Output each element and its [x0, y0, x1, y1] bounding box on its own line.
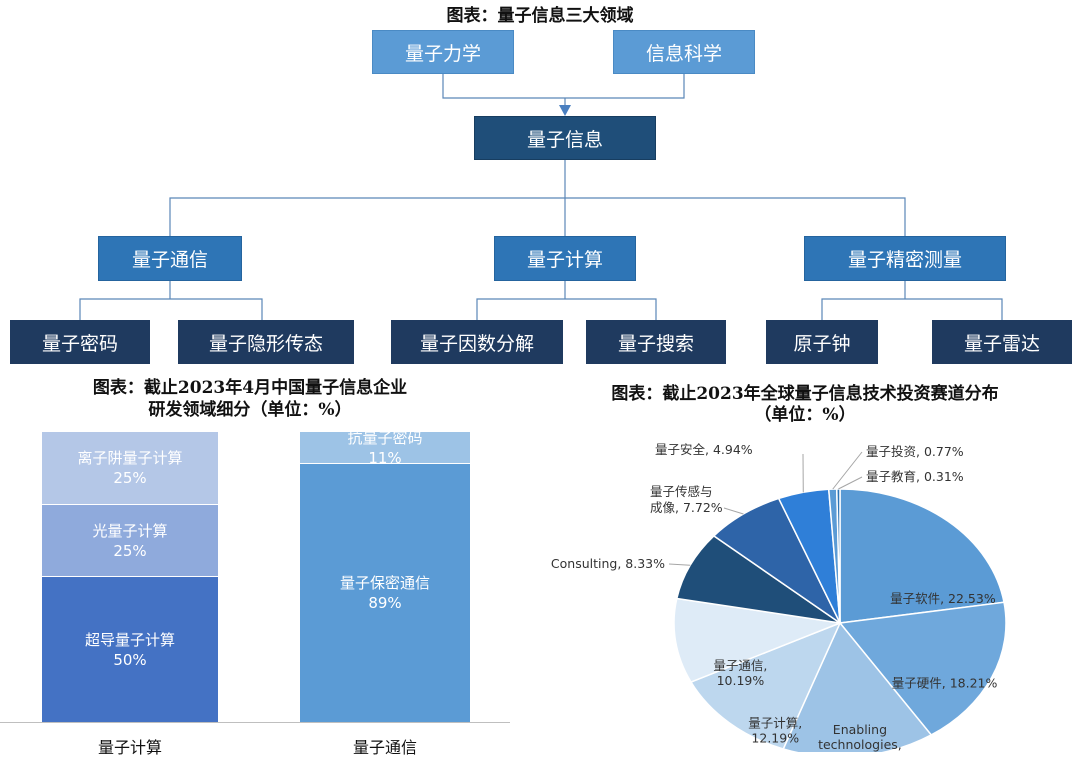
pie-slice-label: 量子软件, 22.53% [890, 591, 996, 606]
bar-segment-name: 抗量子密码 [300, 428, 470, 448]
diagram-leaf-quantum-cryptography: 量子密码 [10, 320, 150, 364]
bar-x-axis [0, 722, 510, 723]
diagram-connectors [0, 0, 1080, 370]
diagram-field-metrology: 量子精密测量 [804, 236, 1006, 281]
pie-chart-title-line-2: （单位：%） [540, 405, 1070, 426]
bar-segment-value: 25% [42, 541, 218, 561]
bar-segment-value: 89% [300, 593, 470, 613]
bar-segment-value: 25% [42, 468, 218, 488]
diagram-leaf-quantum-radar: 量子雷达 [932, 320, 1072, 364]
pie-slice-label: 量子传感与成像, 7.72% [650, 484, 723, 515]
diagram-leaf-atomic-clock: 原子钟 [766, 320, 878, 364]
diagram-center-quantum-information: 量子信息 [474, 116, 656, 160]
diagram-field-communication: 量子通信 [98, 236, 242, 281]
diagram-source-information-science: 信息科学 [613, 30, 755, 74]
bar-segment [300, 464, 470, 722]
bar-segment [42, 432, 218, 505]
pie-leader-line [669, 564, 690, 565]
diagram-leaf-quantum-search: 量子搜索 [586, 320, 726, 364]
bar-segment-name: 光量子计算 [42, 521, 218, 541]
bar-segment-value: 11% [300, 448, 470, 468]
bar-segment-name: 超导量子计算 [42, 630, 218, 650]
diagram-leaf-quantum-teleportation: 量子隐形传态 [178, 320, 354, 364]
bar-segment [300, 432, 470, 464]
pie-leader-line [838, 477, 862, 489]
pie-chart-title-line-1: 图表：截止2023年全球量子信息技术投资赛道分布 [540, 384, 1070, 405]
bar-segment [42, 505, 218, 578]
pie-leader-line [724, 508, 743, 514]
diagram-leaf-quantum-factoring: 量子因数分解 [391, 320, 563, 364]
pie-slice-label: 量子计算,12.19% [748, 716, 802, 746]
pie-slice-label: 量子安全, 4.94% [655, 442, 753, 457]
bar-chart-title-line-1: 图表：截止2023年4月中国量子信息企业 [20, 378, 480, 399]
bar-category-label: 量子计算 [42, 734, 218, 758]
diagram-source-quantum-mechanics: 量子力学 [372, 30, 514, 74]
bar-segment-name: 离子阱量子计算 [42, 448, 218, 468]
bar-segment-name: 量子保密通信 [300, 573, 470, 593]
pie-leader-line [833, 452, 862, 489]
bar-segment [42, 577, 218, 722]
pie-slice-label: Consulting, 8.33% [551, 556, 665, 571]
diagram-field-computing: 量子计算 [494, 236, 636, 281]
bar-category-label: 量子通信 [300, 734, 470, 758]
bar-chart-title-line-2: 研发领域细分（单位：%） [20, 400, 480, 421]
bar-segment-value: 50% [42, 650, 218, 670]
pie-slice-label: 量子硬件, 18.21% [892, 675, 998, 690]
pie-slice-label: 量子通信,10.19% [713, 658, 767, 688]
pie-slice-label: 量子投资, 0.77% [866, 444, 964, 459]
pie-slice-label: 量子教育, 0.31% [866, 469, 964, 484]
